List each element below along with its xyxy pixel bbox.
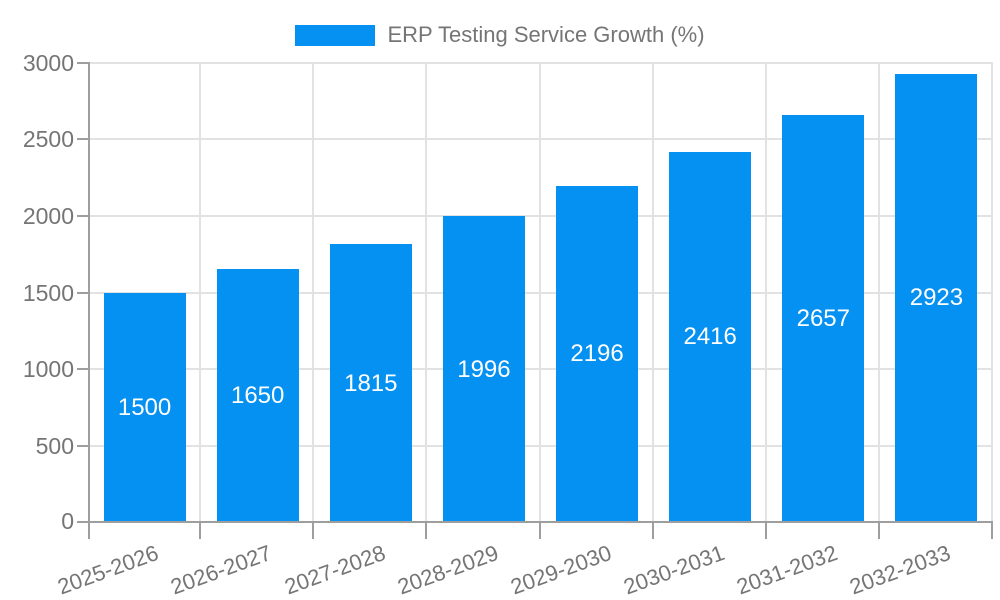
bar[interactable]	[442, 216, 525, 523]
x-axis-tick	[199, 523, 202, 539]
gridline-vertical	[764, 62, 767, 523]
x-axis-category-label: 2029-2030	[507, 540, 615, 600]
y-axis-tick-label: 2000	[22, 202, 74, 229]
x-axis-category-label: 2026-2027	[167, 540, 276, 600]
bar-value-label: 2923	[909, 284, 964, 312]
legend-swatch	[295, 24, 376, 46]
bar[interactable]	[669, 151, 752, 523]
x-axis-tick	[651, 523, 654, 539]
y-axis-tick	[77, 62, 88, 64]
bar-value-label: 1996	[457, 355, 511, 383]
gridline-vertical	[991, 62, 993, 523]
y-axis-tick	[77, 521, 88, 523]
gridline-vertical	[877, 62, 880, 523]
bar-value-label: 1650	[230, 382, 285, 410]
x-axis-tick	[312, 523, 315, 539]
y-axis-tick-label: 3000	[22, 50, 74, 76]
gridline-horizontal	[88, 214, 993, 217]
bar-value-label: 1815	[344, 369, 398, 397]
y-axis-tick	[77, 368, 88, 371]
y-axis-tick-label: 1500	[22, 279, 74, 306]
gridline-vertical	[425, 62, 428, 523]
y-axis-tick	[77, 445, 88, 448]
y-axis-line	[88, 62, 90, 539]
bar[interactable]	[895, 73, 978, 523]
gridline-horizontal	[88, 291, 993, 294]
gridline-horizontal	[88, 445, 993, 448]
y-axis-tick-label: 1000	[22, 356, 74, 383]
bar-value-label: 2416	[683, 323, 737, 351]
x-axis-tick	[764, 523, 767, 539]
x-axis-tick	[991, 523, 993, 539]
bar-value-label: 2196	[570, 340, 624, 368]
legend-label: ERP Testing Service Growth (%)	[387, 22, 705, 47]
bar[interactable]	[103, 292, 186, 523]
bar-value-label: 1500	[117, 393, 172, 421]
bar[interactable]	[329, 244, 412, 523]
gridline-vertical	[651, 62, 654, 523]
gridline-horizontal	[88, 368, 993, 371]
y-axis-tick	[77, 291, 88, 294]
y-axis-tick-label: 2500	[22, 125, 74, 152]
x-axis-category-label: 2027-2028	[280, 540, 389, 600]
gridline-vertical	[199, 62, 202, 523]
gridline-vertical	[312, 62, 315, 523]
x-axis-tick	[877, 523, 880, 539]
gridline-vertical	[538, 62, 541, 523]
bar-value-label: 2657	[796, 304, 850, 332]
plot-area: 0 500 1000 1500 2000 2500 3000 1500 1650 1815 1996…	[23, 50, 993, 599]
legend[interactable]: ERP Testing Service Growth (%)	[0, 22, 1000, 48]
bar[interactable]	[782, 114, 865, 523]
bar[interactable]	[216, 269, 299, 523]
x-axis-category-label: 2032-2033	[846, 540, 954, 600]
x-axis-category-label: 2028-2029	[394, 540, 502, 600]
y-axis-tick-label: 500	[35, 433, 74, 460]
bar[interactable]	[556, 185, 639, 523]
y-axis-tick	[77, 214, 88, 217]
y-axis-tick	[77, 137, 88, 140]
x-axis-category-label: 2030-2031	[620, 540, 728, 600]
y-axis-tick-label: 0	[61, 508, 74, 534]
gridline-horizontal	[88, 137, 993, 140]
x-axis-line	[88, 521, 993, 523]
x-axis-tick	[538, 523, 541, 539]
x-axis-category-label: 2025-2026	[54, 540, 163, 600]
x-axis-category-label: 2031-2032	[733, 540, 841, 600]
gridline-horizontal	[88, 62, 993, 64]
x-axis-tick	[425, 523, 428, 539]
